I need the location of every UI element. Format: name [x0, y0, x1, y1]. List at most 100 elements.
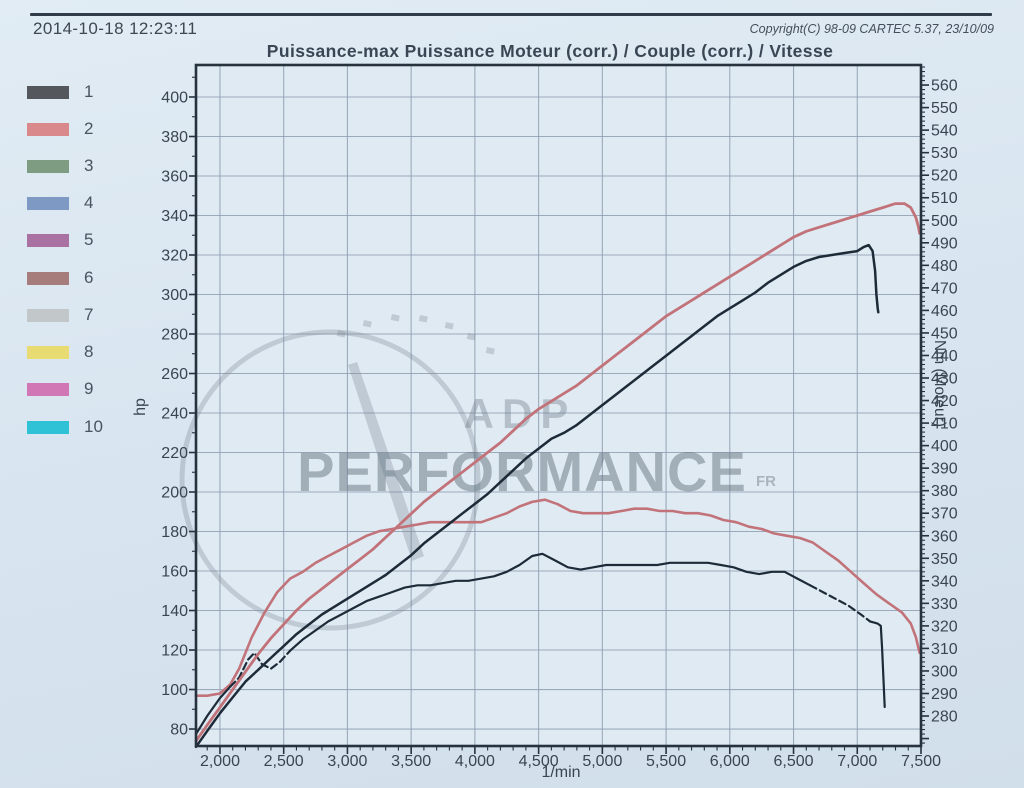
- series-couple_corr_run_dark: [809, 584, 872, 623]
- legend-item-2: 2: [27, 119, 147, 141]
- x-tick-label: 2,000: [200, 753, 240, 770]
- y-left-tick-label: 120: [161, 643, 188, 660]
- y-left-tick-label: 240: [161, 406, 188, 423]
- legend-item-1: 1: [27, 82, 147, 104]
- y-axis-right-label: Nm (Moteur): [931, 340, 948, 427]
- y-right-tick-label: 480: [931, 258, 958, 275]
- legend-label: 4: [84, 193, 94, 212]
- legend-label: 3: [84, 156, 94, 175]
- legend-item-9: 9: [27, 379, 147, 401]
- legend-label: 8: [84, 342, 94, 361]
- y-right-tick-label: 290: [931, 686, 958, 703]
- y-left-tick-label: 340: [161, 208, 188, 225]
- watermark-gauge-dot: [418, 315, 428, 323]
- y-right-tick-label: 500: [931, 213, 958, 230]
- y-right-tick-label: 490: [931, 235, 958, 252]
- plot-background: [196, 65, 921, 746]
- y-right-tick-label: 350: [931, 551, 958, 568]
- series-couple_corr_run_dark: [194, 685, 232, 736]
- x-tick-label: 3,500: [391, 753, 431, 770]
- copyright-text: Copyright(C) 98-09 CARTEC 5.37, 23/10/09: [749, 22, 994, 36]
- legend-item-6: 6: [27, 268, 147, 290]
- y-right-tick-label: 300: [931, 663, 958, 680]
- x-tick-label: 2,500: [264, 753, 304, 770]
- legend-swatch-5: [27, 234, 69, 247]
- watermark-suffix-text: FR: [756, 473, 776, 490]
- x-tick-label: 3,000: [327, 753, 367, 770]
- x-tick-label: 5,500: [646, 753, 686, 770]
- watermark-gauge-circle: [179, 329, 481, 631]
- y-right-tick-label: 510: [931, 190, 958, 207]
- legend-swatch-1: [27, 86, 69, 99]
- y-right-tick-label: 530: [931, 145, 958, 162]
- y-left-tick-label: 160: [161, 564, 188, 581]
- series-puissance_corr_run_red: [194, 202, 922, 743]
- y-left-tick-label: 300: [161, 287, 188, 304]
- watermark-main-text: PERFORMANCE: [297, 440, 747, 503]
- series-couple_corr_run_red: [194, 498, 921, 697]
- y-right-tick-label: 410: [931, 416, 958, 433]
- y-right-tick-label: 360: [931, 528, 958, 545]
- y-right-tick-label: 460: [931, 303, 958, 320]
- y-left-tick-label: 320: [161, 248, 188, 265]
- y-right-tick-label: 320: [931, 618, 958, 635]
- series-couple_corr_run_dark: [868, 620, 886, 709]
- top-rule: [30, 13, 992, 16]
- x-tick-label: 5,000: [582, 753, 622, 770]
- y-left-tick-label: 80: [170, 722, 188, 739]
- x-tick-label: 7,000: [837, 753, 877, 770]
- series-couple_corr_run_dark: [229, 649, 292, 688]
- y-left-tick-label: 100: [161, 682, 188, 699]
- series-couple_corr_run_dark: [289, 552, 812, 652]
- y-right-tick-label: 450: [931, 325, 958, 342]
- legend-item-8: 8: [27, 342, 147, 364]
- legend-swatch-9: [27, 383, 69, 396]
- x-tick-label: 4,000: [455, 753, 495, 770]
- legend-swatch-7: [27, 309, 69, 322]
- legend-item-3: 3: [27, 156, 147, 178]
- watermark-gauge-dot: [390, 314, 400, 322]
- x-tick-label: 7,500: [901, 753, 941, 770]
- y-right-tick-label: 330: [931, 596, 958, 613]
- legend-item-10: 10: [27, 417, 147, 439]
- legend-label: 2: [84, 119, 94, 138]
- watermark-gauge-dot: [466, 333, 476, 341]
- watermark-gauge-dot: [336, 330, 346, 338]
- y-right-tick-label: 560: [931, 78, 958, 95]
- y-right-tick-label: 520: [931, 168, 958, 185]
- y-left-tick-label: 380: [161, 129, 188, 146]
- page-title: Puissance-max Puissance Moteur (corr.) /…: [266, 41, 834, 61]
- x-axis-label: 1/min: [541, 764, 581, 781]
- y-right-tick-label: 390: [931, 461, 958, 478]
- legend-swatch-8: [27, 346, 69, 359]
- watermark-gauge-dot: [485, 347, 495, 355]
- legend-item-5: 5: [27, 230, 147, 252]
- legend-label: 5: [84, 230, 94, 249]
- y-right-tick-label: 540: [931, 123, 958, 140]
- y-left-tick-label: 200: [161, 485, 188, 502]
- timestamp: 2014-10-18 12:23:11: [33, 19, 198, 38]
- legend-swatch-6: [27, 272, 69, 285]
- legend-item-7: 7: [27, 305, 147, 327]
- legend-label: 7: [84, 305, 94, 324]
- legend-swatch-4: [27, 197, 69, 210]
- legend-label: 10: [84, 417, 103, 436]
- y-left-tick-label: 140: [161, 603, 188, 620]
- y-right-tick-label: 430: [931, 371, 958, 388]
- legend-swatch-10: [27, 421, 69, 434]
- y-right-tick-label: 380: [931, 483, 958, 500]
- legend-swatch-2: [27, 123, 69, 136]
- y-axis-left-label: hp: [131, 398, 149, 416]
- legend-swatch-3: [27, 160, 69, 173]
- y-right-tick-label: 310: [931, 641, 958, 658]
- legend-label: 9: [84, 379, 94, 398]
- legend-label: 6: [84, 268, 94, 287]
- y-right-tick-label: 400: [931, 438, 958, 455]
- watermark-gauge-dot: [362, 320, 372, 328]
- y-left-tick-label: 180: [161, 524, 188, 541]
- y-right-tick-label: 440: [931, 348, 958, 365]
- watermark-gauge-dot: [444, 322, 454, 330]
- y-right-tick-label: 370: [931, 506, 958, 523]
